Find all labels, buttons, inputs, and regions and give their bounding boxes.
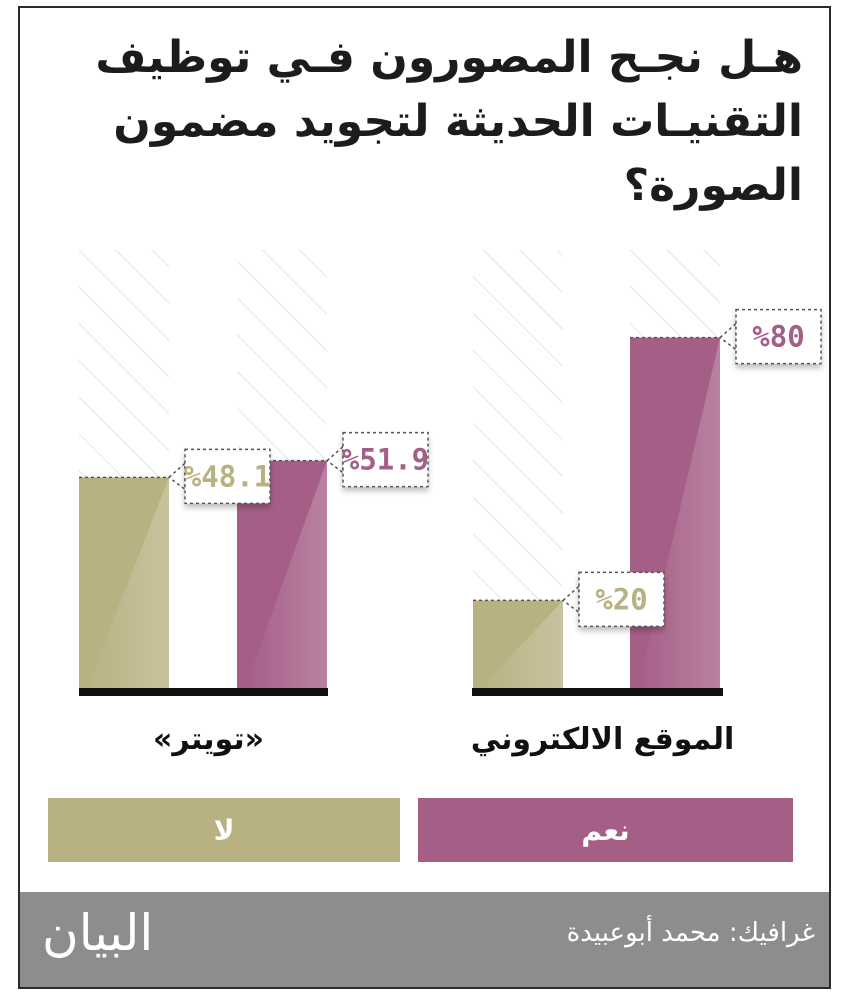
baseline-twitter <box>79 688 328 696</box>
category-label-website: الموقع الالكتروني <box>471 722 735 757</box>
value-label-twitter-no: %48.1 <box>184 459 271 493</box>
footer-bar: غرافيك: محمد أبوعبيدة البيان <box>20 892 829 987</box>
value-label-website-yes: %80 <box>752 320 804 354</box>
legend-item-no: لا <box>48 798 400 862</box>
graphic-credit: غرافيك: محمد أبوعبيدة <box>566 918 815 948</box>
category-label-twitter: «تويتر» <box>153 722 264 757</box>
callout-box-website-no <box>578 571 665 628</box>
baseline-website <box>472 688 723 696</box>
legend-item-yes: نعم <box>418 798 793 862</box>
bar-sheen-twitter-no <box>87 477 169 688</box>
callout-pointer-website-yes <box>718 321 737 352</box>
al-bayan-logo: البيان <box>42 904 154 962</box>
chart-title: هـل نجـح المصورون فـي توظيف التقنيـات ال… <box>95 32 803 211</box>
value-label-website-no: %20 <box>595 582 647 616</box>
bar-sheen-website-no <box>481 600 563 688</box>
callout-pointer-twitter-yes <box>325 445 344 475</box>
legend: لا نعم <box>48 798 821 862</box>
chart-frame: هـل نجـح المصورون فـي توظيف التقنيـات ال… <box>18 6 831 989</box>
callout-pointer-website-no <box>561 584 580 614</box>
value-label-twitter-yes: %51.9 <box>342 443 429 477</box>
callout-box-twitter-no <box>184 448 271 505</box>
bar-chart: %80 %20 الموقع الالكتروني %51.9 %48.1 «تويتر» <box>79 250 822 757</box>
callout-box-website-yes <box>735 308 822 365</box>
callout-box-twitter-yes <box>342 431 429 488</box>
callout-pointer-twitter-no <box>167 461 186 491</box>
